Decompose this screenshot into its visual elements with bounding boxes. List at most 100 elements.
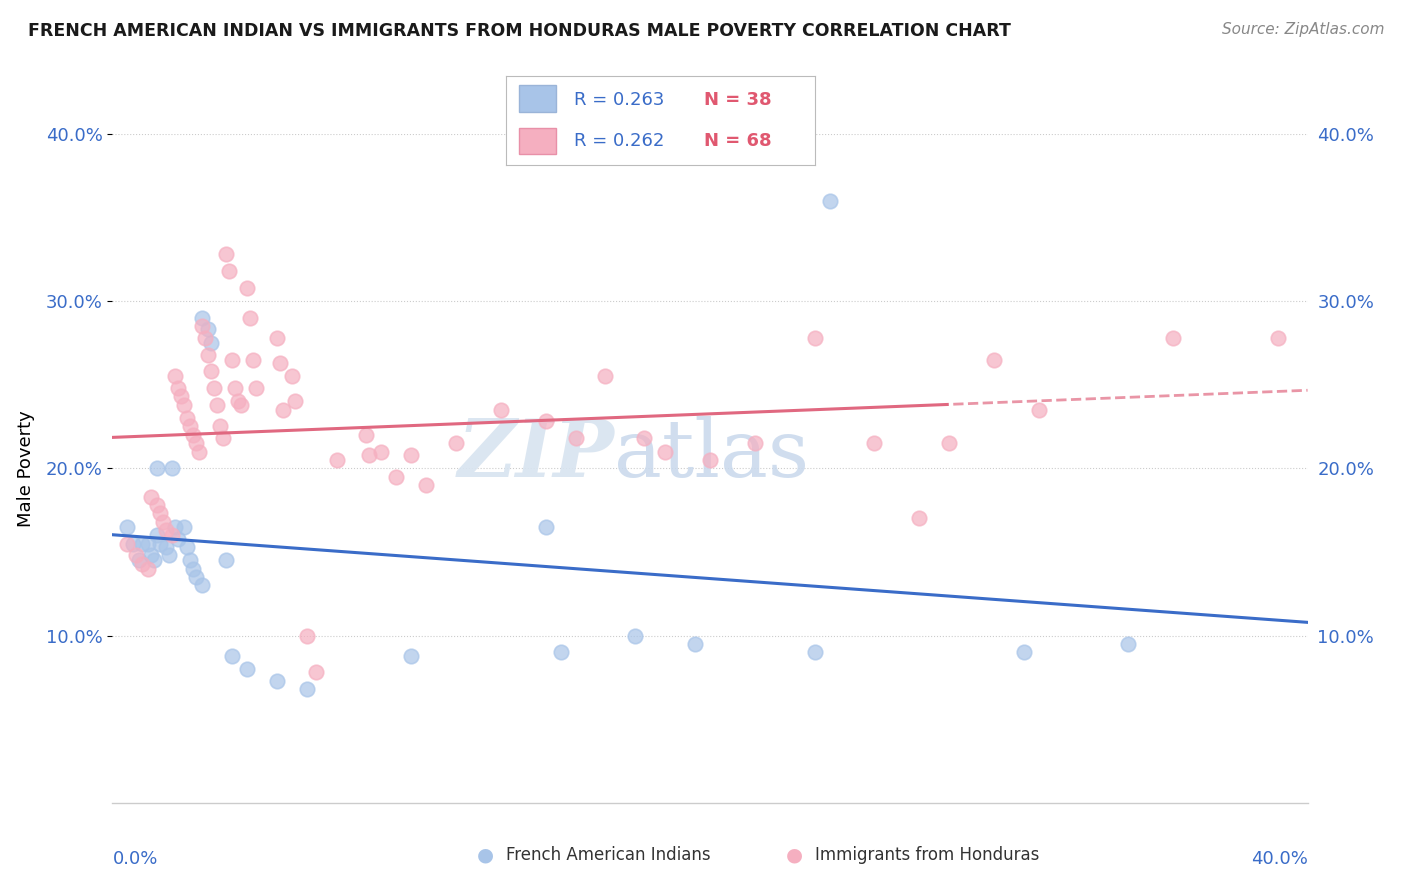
Point: [205, 398, 228, 412]
Point: [149, 507, 172, 521]
Point: [236, 281, 259, 295]
Point: [143, 553, 166, 567]
Point: [385, 469, 408, 483]
Point: [138, 536, 160, 550]
Point: [155, 523, 177, 537]
Point: [1028, 402, 1050, 417]
Point: [162, 528, 183, 542]
Point: [266, 331, 288, 345]
Point: [356, 428, 378, 442]
Point: [803, 645, 825, 659]
Point: [194, 331, 217, 345]
Point: [128, 553, 150, 567]
Point: [212, 431, 235, 445]
Text: 40.0%: 40.0%: [1251, 849, 1308, 868]
Point: [284, 394, 307, 409]
Text: Source: ZipAtlas.com: Source: ZipAtlas.com: [1222, 22, 1385, 37]
Point: [131, 536, 153, 550]
Point: [221, 648, 243, 663]
Y-axis label: Male Poverty: Male Poverty: [17, 410, 35, 526]
Point: [489, 402, 512, 417]
Point: [624, 628, 647, 642]
Point: [983, 352, 1005, 367]
Text: atlas: atlas: [614, 416, 810, 494]
Point: [221, 352, 243, 367]
Point: [534, 414, 557, 429]
Point: [359, 448, 381, 462]
Point: [167, 532, 190, 546]
Point: [863, 436, 886, 450]
Point: [325, 453, 347, 467]
Point: [200, 364, 222, 378]
Point: [138, 562, 160, 576]
Point: [179, 553, 201, 567]
Point: [633, 431, 655, 445]
Text: Immigrants from Honduras: Immigrants from Honduras: [815, 846, 1040, 863]
Text: French American Indians: French American Indians: [506, 846, 711, 863]
Point: [534, 520, 557, 534]
Point: [176, 411, 198, 425]
Point: [186, 436, 208, 450]
Point: [173, 520, 195, 534]
Point: [415, 478, 437, 492]
Point: [208, 419, 231, 434]
Point: [125, 548, 148, 563]
Point: [744, 436, 766, 450]
Point: [370, 444, 392, 458]
Point: [1012, 645, 1035, 659]
Point: [295, 681, 318, 696]
Text: N = 68: N = 68: [704, 132, 772, 150]
Point: [197, 322, 219, 336]
Point: [938, 436, 960, 450]
Point: [170, 389, 193, 403]
Point: [226, 394, 249, 409]
Point: [269, 356, 291, 370]
Text: R = 0.262: R = 0.262: [574, 132, 665, 150]
Point: [200, 335, 222, 350]
Point: [117, 536, 139, 550]
Point: [122, 536, 145, 550]
Text: ●: ●: [786, 845, 803, 864]
Point: [295, 628, 318, 642]
Point: [186, 570, 208, 584]
Point: [188, 444, 211, 458]
Text: R = 0.263: R = 0.263: [574, 91, 665, 109]
Point: [595, 369, 617, 384]
Point: [202, 381, 225, 395]
Point: [1118, 637, 1140, 651]
Point: [218, 264, 240, 278]
Point: [197, 348, 219, 362]
Point: [803, 331, 825, 345]
Point: [281, 369, 304, 384]
Point: [149, 536, 172, 550]
Bar: [519, 128, 555, 154]
Point: [146, 528, 169, 542]
Point: [271, 402, 294, 417]
Point: [242, 352, 264, 367]
Point: [1161, 331, 1184, 345]
Point: [304, 665, 326, 680]
Point: [683, 637, 706, 651]
Point: [908, 511, 931, 525]
Point: [191, 319, 214, 334]
Point: [818, 194, 841, 208]
Point: [236, 662, 259, 676]
Text: ●: ●: [477, 845, 494, 864]
Point: [141, 548, 163, 563]
Point: [215, 247, 238, 261]
Text: N = 38: N = 38: [704, 91, 772, 109]
Point: [152, 515, 174, 529]
Point: [181, 562, 204, 576]
Point: [117, 520, 139, 534]
Point: [239, 310, 262, 325]
Point: [1267, 331, 1289, 345]
Point: [229, 398, 252, 412]
Point: [401, 448, 423, 462]
Point: [167, 381, 190, 395]
Point: [155, 540, 177, 554]
Point: [401, 648, 423, 663]
Text: FRENCH AMERICAN INDIAN VS IMMIGRANTS FROM HONDURAS MALE POVERTY CORRELATION CHAR: FRENCH AMERICAN INDIAN VS IMMIGRANTS FRO…: [28, 22, 1011, 40]
Point: [654, 444, 676, 458]
Point: [699, 453, 721, 467]
Point: [266, 673, 288, 688]
